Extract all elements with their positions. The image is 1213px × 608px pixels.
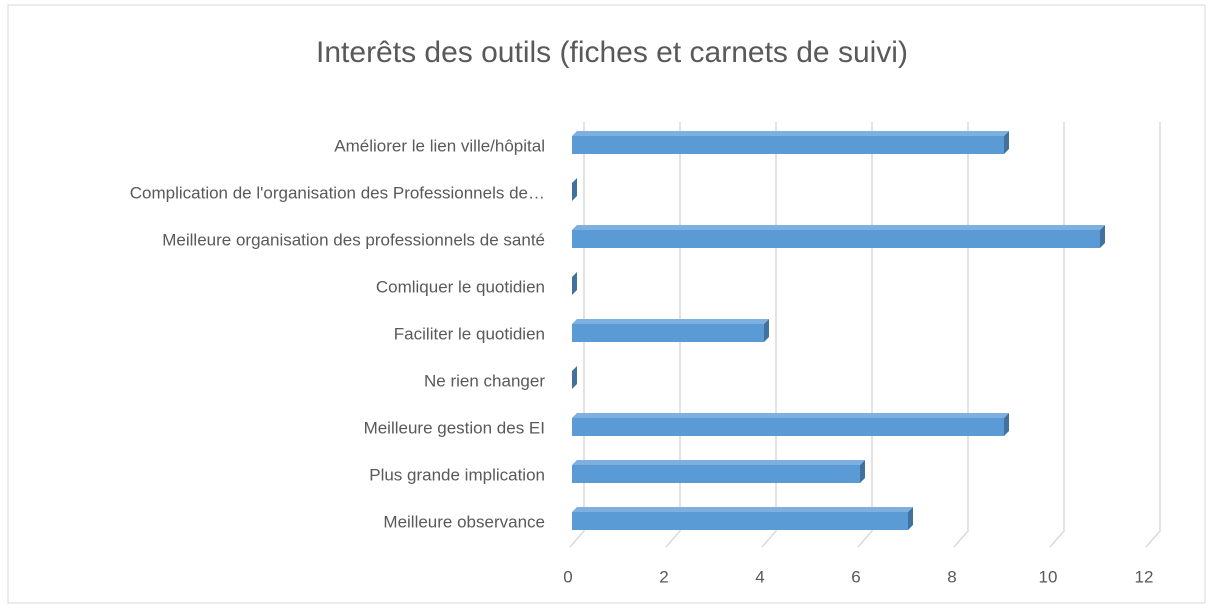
y-tick-label: Meilleure gestion des EI [364,418,545,437]
bar-front [572,230,1100,248]
bar-side [1100,225,1105,248]
bar [572,366,577,389]
y-tick-label: Comliquer le quotidien [376,277,545,296]
x-tick-label: 0 [563,567,572,586]
bar-side [908,507,913,530]
y-tick-label: Faciliter le quotidien [394,324,545,343]
grid-line [569,122,585,548]
y-tick-label: Meilleure organisation des professionnel… [162,230,545,249]
y-tick-label: Plus grande implication [369,465,545,484]
grid-line [761,122,777,548]
bar-top [572,131,1009,136]
bar-front [572,418,1004,436]
y-tick-label: Meilleure observance [383,512,545,531]
bar-side [572,178,577,201]
chart-border [7,4,1206,604]
bar-front [572,465,860,483]
bar-side [860,460,865,483]
bar [572,225,1105,248]
bar-front [572,324,764,342]
bar [572,178,577,201]
bar-front [572,136,1004,154]
bar-top [572,413,1009,418]
x-tick-label: 12 [1135,567,1154,586]
y-tick-label: Ne rien changer [424,371,545,390]
x-tick-label: 2 [659,567,668,586]
bar-side [572,366,577,389]
chart-title: Interêts des outils (fiches et carnets d… [316,36,908,69]
grid-line [1049,122,1065,548]
bar [572,460,865,483]
grid-line [1145,122,1161,548]
grid-line [857,122,873,548]
grid-line [665,122,681,548]
x-tick-label: 8 [947,567,956,586]
bar [572,131,1009,154]
y-tick-label: Complication de l'organisation des Profe… [130,183,545,202]
bar-top [572,507,913,512]
bar-top [572,225,1105,230]
bar [572,272,577,295]
bar-side [572,272,577,295]
x-tick-label: 6 [851,567,860,586]
bar-side [1004,131,1009,154]
bar-side [764,319,769,342]
x-tick-label: 4 [755,567,764,586]
bar [572,507,913,530]
bar [572,319,769,342]
bar [572,413,1009,436]
x-tick-label: 10 [1039,567,1058,586]
bar-top [572,319,769,324]
grid-line [953,122,969,548]
y-tick-label: Améliorer le lien ville/hôpital [334,136,545,155]
bar-front [572,512,908,530]
bar-top [572,460,865,465]
bar-side [1004,413,1009,436]
